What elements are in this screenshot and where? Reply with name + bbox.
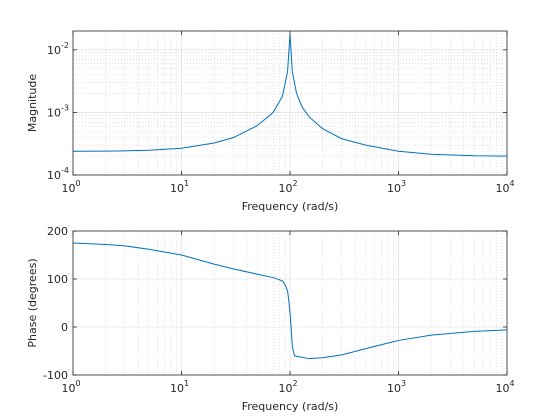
y-tick-label: 10-4 xyxy=(47,166,69,182)
magnitude-panel: 100 101 102 103 104 10-4 10-3 10-2 Frequency (ra… xyxy=(26,30,515,213)
y-tick-label: 10-3 xyxy=(47,103,69,119)
x-tick-label: 100 xyxy=(61,379,80,395)
x-tick-label: 101 xyxy=(170,379,189,395)
x-axis-label: Frequency (rad/s) xyxy=(242,400,339,413)
y-axis-label: Phase (degrees) xyxy=(26,258,39,347)
y-tick-label: 10-2 xyxy=(47,41,69,57)
x-tick-label: 103 xyxy=(387,179,406,195)
y-tick-label: 100 xyxy=(47,273,68,286)
x-tick-label: 102 xyxy=(278,379,297,395)
x-tick-label: 103 xyxy=(387,379,406,395)
series-line xyxy=(72,242,508,360)
y-axis-label: Magnitude xyxy=(26,74,39,133)
x-tick-label: 102 xyxy=(278,179,297,195)
x-axis-label: Frequency (rad/s) xyxy=(242,200,339,213)
x-tick-label: 101 xyxy=(170,179,189,195)
x-tick-label: 100 xyxy=(61,179,80,195)
y-tick-label: 0 xyxy=(61,321,68,334)
x-tick-label: 104 xyxy=(495,379,514,395)
phase-panel: 100 101 102 103 104 -100 0 100 200 Frequency (rad… xyxy=(26,225,515,413)
y-tick-label: 200 xyxy=(47,225,68,238)
y-tick-label: -100 xyxy=(43,369,68,382)
x-tick-label: 104 xyxy=(495,179,514,195)
